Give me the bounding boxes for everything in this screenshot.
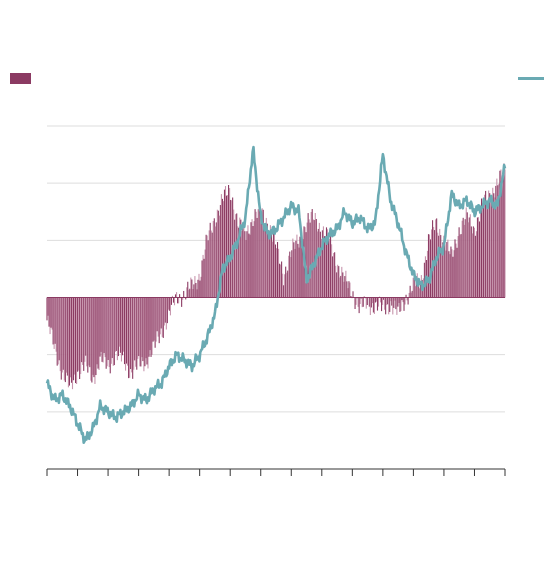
line-path (45, 145, 507, 445)
line-legend-swatch-icon (518, 77, 544, 80)
x-axis (46, 468, 506, 476)
bar-legend-swatch-icon (10, 73, 31, 84)
line-series (45, 145, 507, 445)
bar-series (46, 163, 506, 390)
gridlines (47, 125, 505, 413)
